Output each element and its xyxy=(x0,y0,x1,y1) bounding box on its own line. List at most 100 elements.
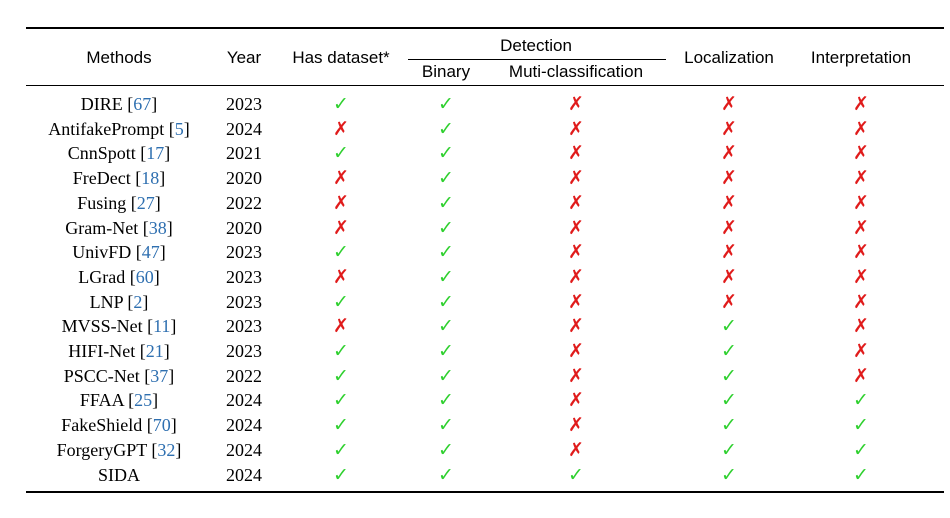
method-year: 2023 xyxy=(226,242,262,262)
cross-icon: ✗ xyxy=(333,118,349,140)
citation-ref: [60] xyxy=(125,267,160,287)
check-icon: ✓ xyxy=(721,365,737,387)
bottom-rule xyxy=(26,491,944,493)
cross-icon: ✗ xyxy=(853,167,869,189)
cross-icon: ✗ xyxy=(721,241,737,263)
header-year: Year xyxy=(226,48,262,67)
method-name: HIFI-Net [21] xyxy=(68,340,169,362)
check-icon: ✓ xyxy=(333,340,349,362)
check-icon: ✓ xyxy=(333,365,349,387)
method-year: 2023 xyxy=(226,341,262,361)
method-name: FakeShield [70] xyxy=(61,414,177,436)
header-rule xyxy=(26,85,944,86)
check-icon: ✓ xyxy=(438,389,454,411)
citation-ref: [25] xyxy=(123,390,159,410)
cross-icon: ✗ xyxy=(568,340,584,362)
header-multi-classification: Muti-classification xyxy=(508,62,644,81)
check-icon: ✓ xyxy=(438,414,454,436)
method-year: 2023 xyxy=(226,316,262,336)
method-label: MVSS-Net xyxy=(61,316,143,336)
check-icon: ✓ xyxy=(438,266,454,288)
check-icon: ✓ xyxy=(568,464,584,486)
citation-number: 21 xyxy=(145,341,164,361)
citation-ref: [70] xyxy=(142,415,177,435)
check-icon: ✓ xyxy=(438,464,454,486)
cross-icon: ✗ xyxy=(333,217,349,239)
check-icon: ✓ xyxy=(438,118,454,140)
check-icon: ✓ xyxy=(853,464,869,486)
citation-number: 25 xyxy=(134,390,153,410)
check-icon: ✓ xyxy=(853,389,869,411)
check-icon: ✓ xyxy=(438,365,454,387)
cross-icon: ✗ xyxy=(568,142,584,164)
check-icon: ✓ xyxy=(438,167,454,189)
citation-ref: [18] xyxy=(130,168,166,188)
check-icon: ✓ xyxy=(333,464,349,486)
cross-icon: ✗ xyxy=(853,217,869,239)
method-year: 2024 xyxy=(226,465,262,485)
check-icon: ✓ xyxy=(721,439,737,461)
method-name: FreDect [18] xyxy=(73,167,165,189)
citation-number: 11 xyxy=(153,316,171,336)
method-label: PSCC-Net xyxy=(63,366,140,386)
check-icon: ✓ xyxy=(333,142,349,164)
method-name: DIRE [67] xyxy=(81,93,158,115)
method-year: 2022 xyxy=(226,193,262,213)
check-icon: ✓ xyxy=(438,142,454,164)
method-label: FFAA xyxy=(79,390,124,410)
check-icon: ✓ xyxy=(721,414,737,436)
method-label: LNP xyxy=(89,292,123,312)
cross-icon: ✗ xyxy=(853,291,869,313)
cross-icon: ✗ xyxy=(721,142,737,164)
citation-number: 5 xyxy=(174,119,184,139)
method-name: Gram-Net [38] xyxy=(65,217,172,239)
header-localization: Localization xyxy=(684,48,774,67)
method-year: 2020 xyxy=(226,218,262,238)
cross-icon: ✗ xyxy=(721,167,737,189)
cross-icon: ✗ xyxy=(568,315,584,337)
cross-icon: ✗ xyxy=(721,217,737,239)
method-name: CnnSpott [17] xyxy=(68,142,171,164)
method-year: 2021 xyxy=(226,143,262,163)
method-name: AntifakePrompt [5] xyxy=(48,118,189,140)
cross-icon: ✗ xyxy=(853,142,869,164)
check-icon: ✓ xyxy=(333,439,349,461)
cross-icon: ✗ xyxy=(568,217,584,239)
check-icon: ✓ xyxy=(438,439,454,461)
check-icon: ✓ xyxy=(721,389,737,411)
cross-icon: ✗ xyxy=(568,167,584,189)
method-label: FreDect xyxy=(72,168,131,188)
check-icon: ✓ xyxy=(333,414,349,436)
check-icon: ✓ xyxy=(721,340,737,362)
cross-icon: ✗ xyxy=(333,192,349,214)
method-name: FFAA [25] xyxy=(80,389,158,411)
citation-number: 60 xyxy=(135,267,154,287)
cross-icon: ✗ xyxy=(568,439,584,461)
citation-ref: [32] xyxy=(146,440,182,460)
cross-icon: ✗ xyxy=(568,192,584,214)
citation-number: 17 xyxy=(146,143,165,163)
method-name: LGrad [60] xyxy=(78,266,159,288)
cross-icon: ✗ xyxy=(568,266,584,288)
method-year: 2024 xyxy=(226,390,262,410)
check-icon: ✓ xyxy=(721,315,737,337)
citation-ref: [47] xyxy=(131,242,166,262)
method-label: SIDA xyxy=(97,465,141,485)
check-icon: ✓ xyxy=(438,291,454,313)
citation-ref: [17] xyxy=(135,143,171,163)
check-icon: ✓ xyxy=(853,439,869,461)
method-label: CnnSpott xyxy=(67,143,136,163)
citation-number: 18 xyxy=(141,168,160,188)
header-binary: Binary xyxy=(421,62,471,81)
cross-icon: ✗ xyxy=(568,389,584,411)
citation-number: 2 xyxy=(133,292,143,312)
citation-ref: [38] xyxy=(138,218,173,238)
citation-ref: [67] xyxy=(122,94,158,114)
method-name: MVSS-Net [11] xyxy=(62,315,177,337)
citation-number: 37 xyxy=(150,366,169,386)
header-detection: Detection xyxy=(500,36,572,55)
check-icon: ✓ xyxy=(721,464,737,486)
cross-icon: ✗ xyxy=(853,315,869,337)
method-year: 2023 xyxy=(226,267,262,287)
citation-ref: [21] xyxy=(135,341,170,361)
